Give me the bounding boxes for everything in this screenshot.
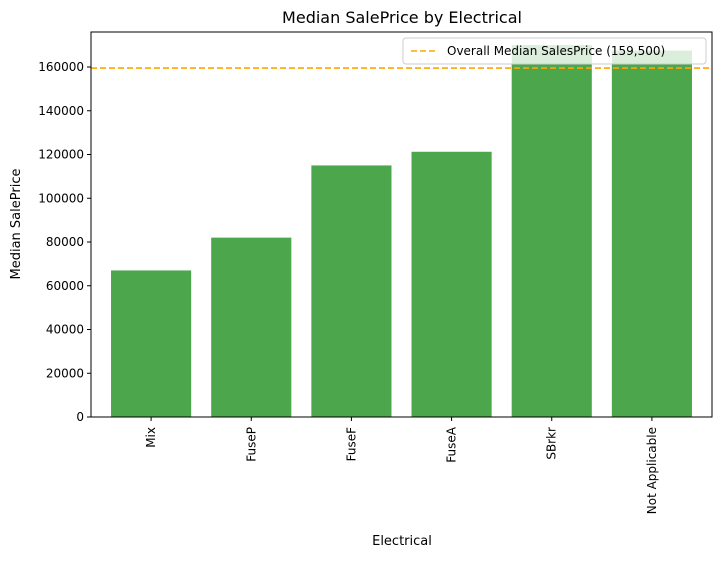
y-tick-label: 20000 (46, 366, 84, 380)
y-tick-label: 60000 (46, 279, 84, 293)
bar-fusep (211, 237, 292, 418)
y-tick-label: 140000 (38, 104, 84, 118)
y-tick-label: 0 (76, 410, 84, 424)
bar-not-applicable (611, 50, 692, 418)
legend-label: Overall Median SalesPrice (159,500) (447, 44, 665, 58)
bar-fusea (411, 151, 492, 417)
x-tick-label: Mix (144, 427, 158, 448)
y-axis: 0 20000 40000 60000 80000 100000 120000 140000 1… (38, 60, 91, 424)
plot-frame (90, 31, 713, 418)
x-tick-label: Not Applicable (645, 427, 659, 514)
y-tick-label: 160000 (38, 60, 84, 74)
x-tick-label: FuseA (445, 426, 459, 462)
bar-fusef (311, 165, 392, 417)
y-tick-label: 120000 (38, 148, 84, 162)
x-tick-label: FuseF (344, 427, 358, 461)
legend: Overall Median SalesPrice (159,500) (402, 37, 707, 65)
chart-title: Median SalePrice by Electrical (282, 8, 522, 27)
y-tick-label: 100000 (38, 191, 84, 205)
bar-mix (111, 270, 192, 417)
bar-sbrkr (511, 45, 592, 418)
x-axis-label: Electrical (372, 534, 432, 549)
x-tick-label: FuseP (244, 427, 258, 462)
x-axis: Mix FuseP FuseF FuseA SBrkr Not Applicable (144, 417, 659, 514)
x-tick-label: SBrkr (545, 427, 559, 460)
y-axis-label: Median SalePrice (9, 169, 24, 280)
y-tick-label: 80000 (46, 235, 84, 249)
y-tick-label: 40000 (46, 323, 84, 337)
legend-box (402, 37, 707, 65)
bars (111, 45, 692, 418)
